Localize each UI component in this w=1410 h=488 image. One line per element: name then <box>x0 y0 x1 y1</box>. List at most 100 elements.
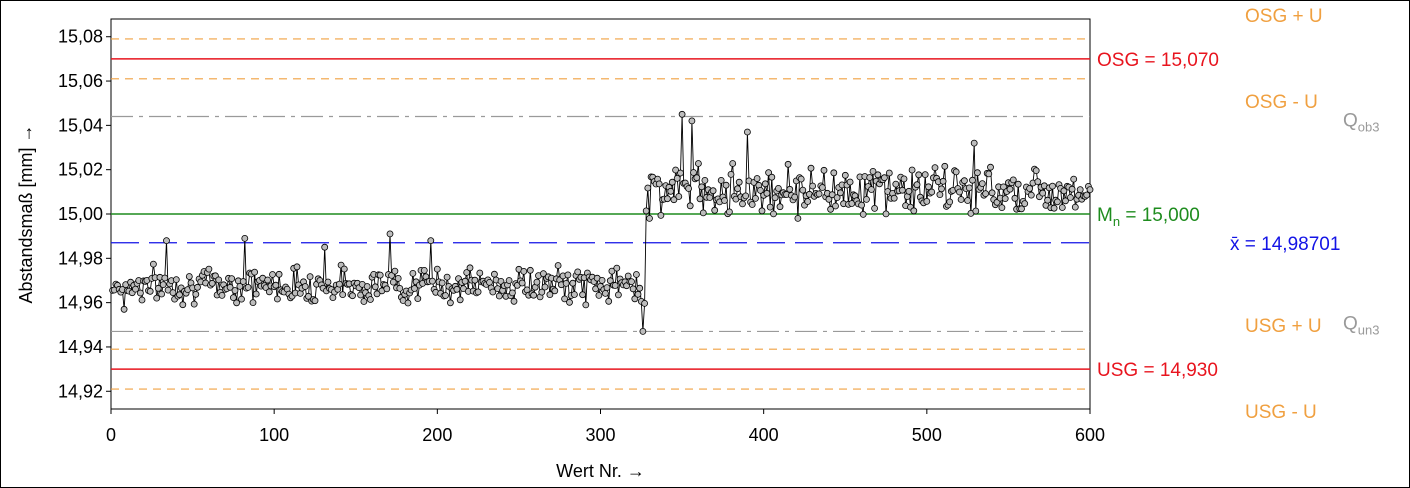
data-point <box>554 262 562 269</box>
data-point <box>420 266 428 274</box>
data-point <box>538 288 546 296</box>
data-point <box>376 271 384 279</box>
data-point <box>765 169 772 177</box>
data-point <box>1014 180 1022 188</box>
data-point <box>442 292 449 299</box>
ref-label-osg: OSG = 15,070 <box>1097 50 1219 71</box>
ref-label-osg_plus_u: OSG + U <box>1245 6 1323 27</box>
data-point <box>272 281 280 289</box>
data-point <box>396 284 404 292</box>
data-point <box>1026 185 1033 192</box>
data-point <box>791 193 799 201</box>
data-point <box>1018 205 1025 213</box>
data-point <box>383 285 391 293</box>
data-point <box>339 291 347 299</box>
data-point <box>797 175 805 183</box>
data-point <box>1058 204 1066 211</box>
data-point <box>456 296 464 304</box>
data-point <box>881 174 888 182</box>
data-point <box>433 265 441 273</box>
data-point <box>655 180 663 188</box>
data-point <box>606 277 614 285</box>
data-point <box>265 288 273 296</box>
data-point <box>349 292 356 300</box>
data-point <box>185 273 193 280</box>
y-tick-label: 14,98 <box>58 248 103 268</box>
x-tick-label: 300 <box>585 425 615 445</box>
data-point <box>871 204 878 212</box>
data-point <box>335 280 343 288</box>
data-point <box>629 285 637 293</box>
data-point <box>832 202 839 210</box>
data-point <box>771 194 779 202</box>
data-point <box>941 162 949 170</box>
data-point <box>858 201 865 209</box>
data-point <box>602 289 609 297</box>
data-point <box>636 284 644 292</box>
data-point <box>411 285 418 292</box>
data-point <box>389 278 397 286</box>
data-point <box>598 276 606 284</box>
data-point <box>301 283 309 290</box>
data-point <box>699 209 707 217</box>
data-point <box>269 271 276 278</box>
data-point <box>642 207 650 215</box>
x-tick-label: 0 <box>106 425 116 445</box>
data-point <box>427 237 435 245</box>
data-point <box>837 189 844 197</box>
data-point <box>471 276 479 284</box>
data-point <box>231 287 239 294</box>
x-tick-label: 500 <box>912 425 942 445</box>
data-point <box>863 195 870 203</box>
data-point <box>218 291 226 299</box>
data-point <box>646 214 653 222</box>
data-point <box>306 273 314 281</box>
data-point <box>158 290 166 298</box>
data-point <box>770 210 777 218</box>
y-tick-label: 15,02 <box>58 160 103 180</box>
data-point <box>569 279 577 287</box>
data-point <box>668 178 676 186</box>
data-point <box>673 174 681 182</box>
data-point <box>641 299 648 307</box>
data-point <box>229 294 237 302</box>
x-axis-label: Wert Nr. → <box>556 461 645 481</box>
data-point <box>978 180 986 188</box>
data-point <box>763 189 771 197</box>
data-point <box>987 163 994 171</box>
data-point <box>505 277 513 284</box>
data-point <box>768 173 776 181</box>
data-point <box>964 197 971 204</box>
data-point <box>273 295 281 303</box>
data-point <box>688 117 696 125</box>
x-tick-label: 400 <box>749 425 779 445</box>
data-point <box>882 210 890 218</box>
data-point <box>215 276 223 284</box>
data-point <box>169 289 177 297</box>
data-point <box>391 267 399 275</box>
data-point <box>605 297 613 305</box>
data-point <box>236 282 244 290</box>
data-point <box>1039 189 1047 197</box>
data-point <box>634 290 642 298</box>
y-tick-label: 14,94 <box>58 337 103 357</box>
data-point <box>394 274 402 282</box>
data-point <box>928 188 936 196</box>
ref-label-usg_plus_u: USG + U <box>1245 316 1322 337</box>
data-point <box>628 278 635 286</box>
data-point <box>311 297 319 305</box>
data-point <box>363 283 371 290</box>
data-point <box>463 269 471 276</box>
data-point <box>735 178 743 186</box>
data-point <box>807 164 815 172</box>
data-point <box>404 299 412 307</box>
data-point <box>373 290 381 298</box>
data-point <box>752 194 759 202</box>
data-point <box>739 200 746 208</box>
data-point <box>726 208 733 216</box>
data-point <box>233 299 241 307</box>
data-point <box>639 327 647 335</box>
data-point <box>701 176 709 184</box>
